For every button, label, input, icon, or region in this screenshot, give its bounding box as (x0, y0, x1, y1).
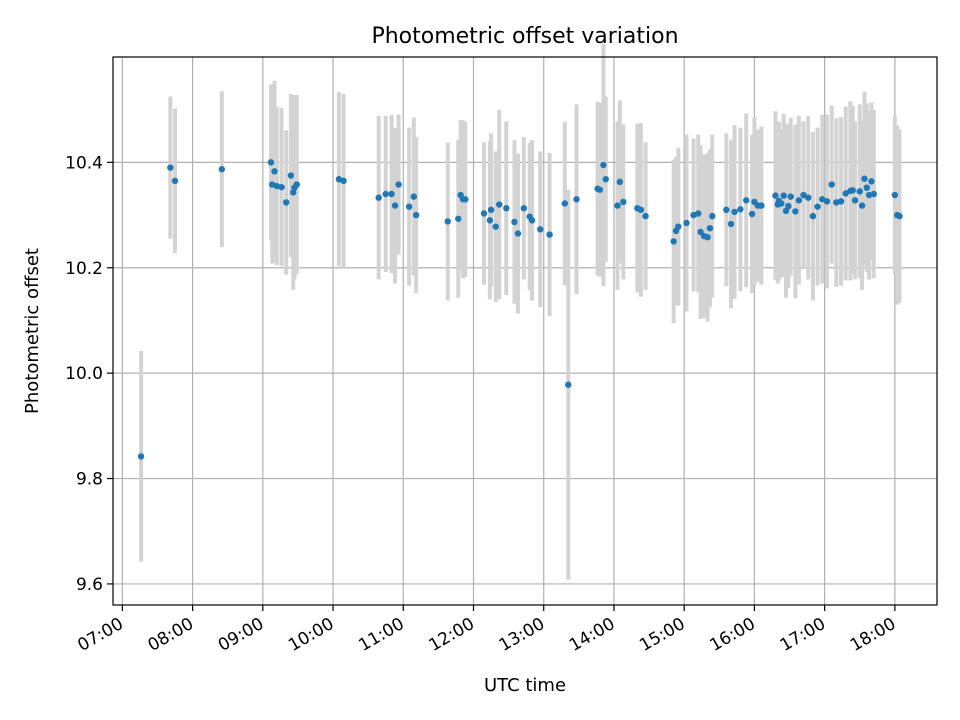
data-point (546, 231, 552, 237)
data-point (392, 202, 398, 208)
data-point (670, 238, 676, 244)
data-point (600, 162, 606, 168)
y-tick-label: 10.0 (65, 364, 103, 384)
data-point (731, 209, 737, 215)
data-point (814, 203, 820, 209)
data-point (167, 164, 173, 170)
data-point (868, 178, 874, 184)
data-point (892, 192, 898, 198)
data-point (642, 213, 648, 219)
data-point (597, 187, 603, 193)
data-point (792, 208, 798, 214)
data-point (828, 181, 834, 187)
data-point (723, 207, 729, 213)
data-point (675, 223, 681, 229)
data-point (785, 203, 791, 209)
data-point (780, 192, 786, 198)
data-point (787, 193, 793, 199)
x-axis-label: UTC time (484, 675, 566, 696)
data-point (219, 166, 225, 172)
data-point (562, 200, 568, 206)
data-point (861, 176, 867, 182)
data-point (709, 213, 715, 219)
data-point (406, 203, 412, 209)
data-point (778, 200, 784, 206)
data-point (455, 216, 461, 222)
data-point (493, 223, 499, 229)
data-point (172, 178, 178, 184)
y-tick-label: 9.8 (76, 470, 103, 490)
data-point (617, 179, 623, 185)
data-point (411, 193, 417, 199)
data-point (268, 159, 274, 165)
data-point (481, 210, 487, 216)
data-point (838, 198, 844, 204)
data-point (138, 453, 144, 459)
data-point (565, 382, 571, 388)
data-point (859, 202, 865, 208)
data-point (413, 212, 419, 218)
data-point (824, 198, 830, 204)
data-point (395, 181, 401, 187)
data-point (445, 218, 451, 224)
data-point (620, 199, 626, 205)
data-point (638, 207, 644, 213)
data-point (707, 225, 713, 231)
data-point (288, 172, 294, 178)
data-point (805, 194, 811, 200)
data-point (772, 192, 778, 198)
data-point (857, 188, 863, 194)
data-point (737, 206, 743, 212)
chart-svg: 07:00 08:00 09:00 10:00 11:00 12:00 13:00 14:00… (0, 0, 960, 720)
chart-title: Photometric offset variation (371, 24, 678, 49)
data-point (728, 221, 734, 227)
y-axis-label: Photometric offset (22, 248, 43, 414)
data-point (271, 168, 277, 174)
data-point (515, 230, 521, 236)
data-point (864, 184, 870, 190)
data-point (488, 207, 494, 213)
data-point (850, 187, 856, 193)
data-point (537, 226, 543, 232)
data-point (511, 219, 517, 225)
y-tick-label: 10.4 (65, 153, 103, 173)
y-tick-label: 9.6 (76, 575, 103, 595)
data-point (388, 191, 394, 197)
data-point (340, 178, 346, 184)
data-point (278, 184, 284, 190)
y-tick-label: 10.2 (65, 259, 103, 279)
data-point (283, 199, 289, 205)
data-point (758, 202, 764, 208)
data-point (462, 196, 468, 202)
data-point (896, 213, 902, 219)
data-point (810, 213, 816, 219)
data-point (796, 197, 802, 203)
data-point (871, 191, 877, 197)
data-point (573, 196, 579, 202)
data-point (852, 197, 858, 203)
data-point (503, 205, 509, 211)
data-point (529, 217, 535, 223)
data-point (695, 210, 701, 216)
data-point (294, 181, 300, 187)
data-point (487, 217, 493, 223)
data-point (521, 205, 527, 211)
data-point (375, 194, 381, 200)
data-point (749, 211, 755, 217)
data-point (383, 191, 389, 197)
data-point (496, 201, 502, 207)
data-point (743, 197, 749, 203)
data-point (704, 234, 710, 240)
data-point (683, 220, 689, 226)
data-point (603, 176, 609, 182)
data-point (614, 202, 620, 208)
